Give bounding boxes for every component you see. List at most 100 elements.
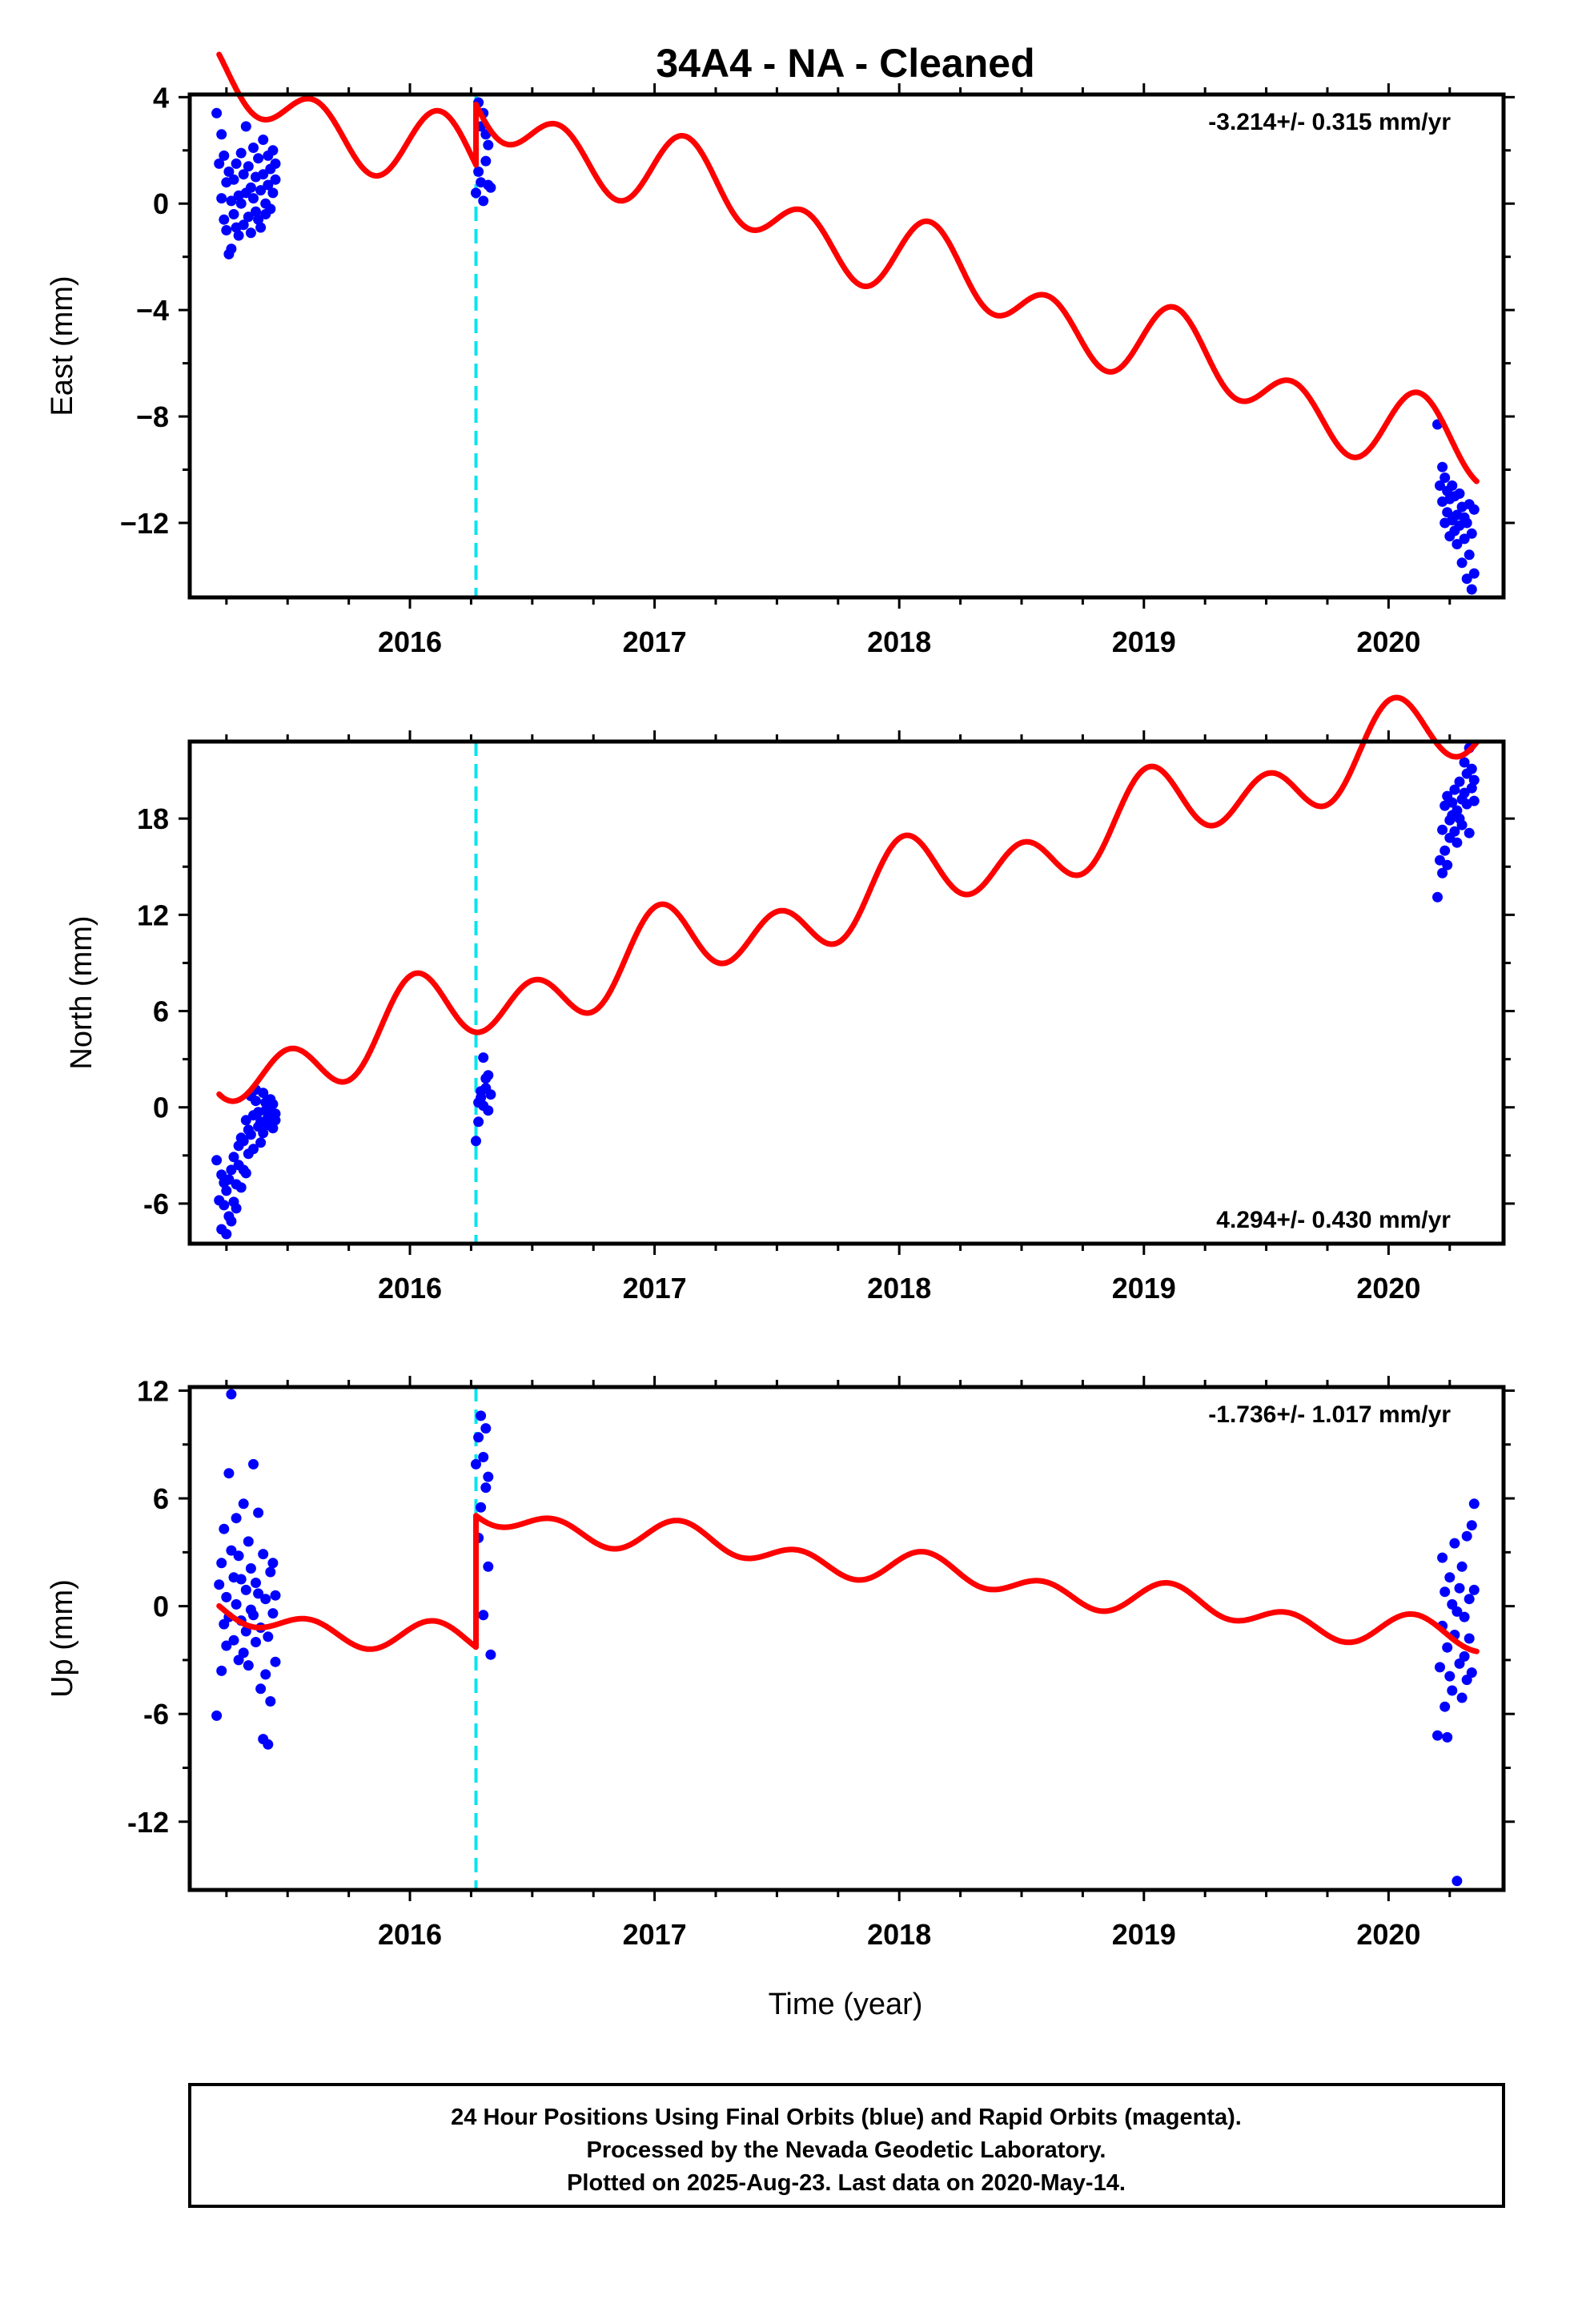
east-data-point [1461, 517, 1472, 529]
north-data-point [1466, 763, 1477, 774]
north-data-point [473, 1116, 484, 1128]
east-data-point [270, 174, 281, 185]
up-data-point [1464, 1594, 1475, 1605]
up-data-point [260, 1594, 271, 1605]
north-plot-frame [187, 739, 1506, 1246]
east-data-point [1468, 568, 1480, 579]
up-data-point [265, 1566, 276, 1578]
east-data-point [1452, 539, 1463, 549]
up-data-point [1456, 1561, 1468, 1572]
east-data-point [258, 169, 269, 180]
up-data-point [1454, 1582, 1465, 1594]
east-data-point [214, 158, 225, 169]
north-data-point [478, 1052, 489, 1063]
east-plot-frame [187, 92, 1506, 600]
east-data-point [255, 222, 267, 233]
east-data-point [1456, 557, 1468, 569]
up-data-point [1435, 1662, 1445, 1673]
east-data-point [245, 227, 256, 239]
up-y-tick-label: -6 [143, 1698, 169, 1731]
up-y-tick-label: 0 [153, 1590, 169, 1623]
up-data-point [248, 1610, 259, 1621]
footer-line-3: Plotted on 2025-Aug-23. Last data on 202… [567, 2170, 1126, 2196]
east-data-point [238, 169, 249, 180]
east-data-point [255, 185, 267, 196]
up-velocity-label: -1.736+/- 1.017 mm/yr [1208, 1401, 1451, 1428]
up-data-point [1444, 1671, 1456, 1682]
east-data-point [251, 206, 261, 217]
east-data-point [231, 158, 242, 169]
north-data-point [483, 1105, 494, 1116]
east-velocity-label: -3.214+/- 0.315 mm/yr [1208, 109, 1451, 135]
north-data-point [258, 1088, 269, 1099]
east-data-point [253, 214, 264, 225]
up-data-point [248, 1458, 259, 1470]
up-data-point [1437, 1552, 1448, 1563]
up-data-point [483, 1561, 494, 1572]
north-data-point [231, 1203, 242, 1214]
up-y-tick-label: 6 [153, 1482, 169, 1515]
north-y-tick-label: 18 [137, 802, 169, 835]
up-data-point [231, 1513, 242, 1524]
up-data-point [1456, 1692, 1468, 1703]
north-x-tick-label: 2016 [378, 1272, 442, 1305]
up-data-point [226, 1389, 237, 1400]
up-data-point [1468, 1584, 1480, 1595]
up-data-point [243, 1660, 254, 1671]
east-data-point [258, 135, 269, 145]
north-data-point [270, 1108, 281, 1120]
east-y-tick-label: −8 [136, 400, 169, 433]
east-y-tick-label: −4 [136, 294, 169, 327]
east-panel: 2016 2017 2018 2019 2020 4 0 −4 −8 −12 East (mm) -3… [46, 51, 1515, 658]
up-data-point [1439, 1701, 1451, 1712]
north-data-point [1437, 824, 1448, 835]
east-data-point [1454, 488, 1465, 499]
up-data-point [1466, 1520, 1477, 1531]
up-data-point [216, 1558, 227, 1569]
north-data-point [1439, 845, 1451, 856]
up-data-point [235, 1574, 247, 1585]
east-data-point [270, 158, 281, 169]
north-data-point [267, 1099, 279, 1110]
east-data-point [216, 193, 227, 204]
north-y-tick-label: 6 [153, 995, 169, 1028]
up-data-point [251, 1637, 261, 1647]
north-data-point [1468, 774, 1480, 786]
up-data-point [233, 1550, 244, 1562]
x-axis-label: Time (year) [769, 1988, 923, 2021]
east-data-point [485, 182, 496, 193]
east-data-point [1461, 573, 1472, 585]
north-data-point [1468, 795, 1480, 806]
east-data-point [1466, 584, 1477, 595]
up-data-point [1444, 1572, 1456, 1583]
north-data-point [1435, 854, 1445, 866]
north-data-point [221, 1185, 232, 1196]
east-data-point [1468, 504, 1480, 515]
up-data-point [1442, 1642, 1453, 1653]
up-data-point [221, 1591, 232, 1602]
up-y-tick-label: -12 [127, 1806, 169, 1839]
footer-frame [188, 2083, 1505, 2208]
up-data-point [478, 1610, 489, 1621]
north-y-tick-label: -6 [143, 1188, 169, 1220]
east-data-point [267, 145, 279, 156]
up-data-point [251, 1578, 261, 1588]
north-data-point [471, 1136, 481, 1147]
up-data-point [476, 1502, 487, 1513]
north-model-fit-segment-1 [216, 694, 1480, 1104]
north-data-point [223, 1174, 235, 1185]
up-data-point [228, 1634, 239, 1646]
north-x-tick-label: 2017 [623, 1272, 687, 1305]
up-data-point [238, 1647, 249, 1659]
up-data-point [480, 1423, 492, 1434]
up-data-point [223, 1468, 235, 1479]
up-data-point [240, 1584, 251, 1595]
east-data-point [471, 187, 481, 199]
east-data-point [478, 195, 489, 207]
north-data-point [1456, 819, 1468, 830]
east-data-point [1437, 461, 1448, 472]
up-data-point [211, 1710, 223, 1721]
north-data-point [240, 1168, 251, 1179]
